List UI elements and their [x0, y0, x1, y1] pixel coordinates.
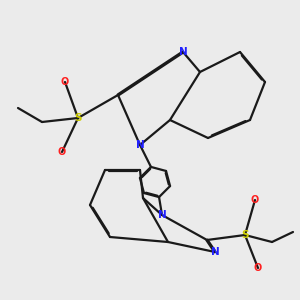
- Text: N: N: [136, 140, 144, 150]
- Text: S: S: [241, 230, 249, 240]
- Text: N: N: [158, 210, 166, 220]
- Text: O: O: [61, 77, 69, 87]
- Text: O: O: [254, 263, 262, 273]
- Text: S: S: [74, 113, 82, 123]
- Text: N: N: [211, 247, 219, 257]
- Text: O: O: [251, 195, 259, 205]
- Text: O: O: [58, 147, 66, 157]
- Text: N: N: [178, 47, 188, 57]
